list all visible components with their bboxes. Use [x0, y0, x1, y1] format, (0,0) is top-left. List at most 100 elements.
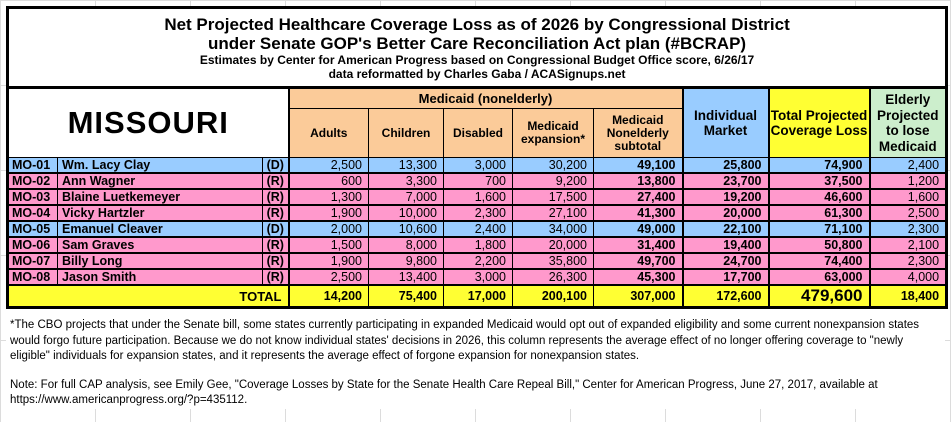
state-name: MISSOURI — [7, 87, 289, 158]
cell-representative-name: Jason Smith — [57, 268, 263, 286]
cell-expansion: 30,200 — [512, 157, 594, 174]
cell-expansion: 35,800 — [512, 252, 594, 270]
district-row-mo-03: MO-03 Blaine Luetkemeyer (R) 1,300 7,000… — [7, 188, 948, 206]
title-line-1: Net Projected Healthcare Coverage Loss a… — [164, 14, 790, 34]
cell-total-loss: 37,500 — [767, 172, 870, 190]
cell-party: (D) — [262, 157, 289, 174]
column-header-medicaid-expansion: Medicaid expansion* — [512, 108, 594, 158]
cell-expansion: 34,000 — [512, 220, 594, 238]
cell-district: MO-04 — [7, 204, 58, 222]
column-header-individual-market: Individual Market — [681, 87, 769, 158]
cell-expansion: 9,200 — [512, 172, 594, 190]
cell-children: 10,000 — [368, 204, 444, 222]
cell-children: 13,400 — [368, 268, 444, 286]
cell-disabled: 3,000 — [443, 157, 513, 174]
grand-total-coverage-loss: 479,600 — [767, 284, 870, 308]
cell-party: (R) — [262, 252, 289, 270]
column-header-disabled: Disabled — [443, 108, 513, 158]
cell-adults: 2,500 — [287, 268, 369, 286]
cell-adults: 2,000 — [287, 220, 369, 238]
column-header-total-projected-coverage-loss: Total Projected Coverage Loss — [767, 87, 870, 158]
spreadsheet-content: Net Projected Healthcare Coverage Loss a… — [6, 6, 949, 409]
cell-subtotal: 27,400 — [593, 188, 683, 206]
cell-subtotal: 13,800 — [593, 172, 683, 190]
cell-subtotal: 41,300 — [593, 204, 683, 222]
cell-party: (D) — [262, 220, 289, 238]
cell-elderly: 4,000 — [868, 268, 948, 286]
cell-expansion: 26,300 — [512, 268, 594, 286]
district-row-mo-07: MO-07 Billy Long (R) 1,900 9,800 2,200 3… — [7, 252, 948, 270]
cell-expansion: 20,000 — [512, 236, 594, 254]
cell-party: (R) — [262, 172, 289, 190]
cell-adults: 1,300 — [287, 188, 369, 206]
cell-disabled: 1,600 — [443, 188, 513, 206]
cell-disabled: 700 — [443, 172, 513, 190]
cell-elderly: 2,100 — [868, 236, 948, 254]
cell-total-loss: 46,600 — [767, 188, 870, 206]
cell-total-loss: 61,300 — [767, 204, 870, 222]
total-row: TOTAL 14,200 75,400 17,000 200,100 307,0… — [7, 284, 948, 308]
cell-individual-market: 25,800 — [681, 157, 769, 174]
cell-individual-market: 19,400 — [681, 236, 769, 254]
cell-district: MO-05 — [7, 220, 58, 238]
cell-total-loss: 74,900 — [767, 157, 870, 174]
cell-adults: 600 — [287, 172, 369, 190]
footnotes-section: *The CBO projects that under the Senate … — [6, 309, 945, 409]
column-header-elderly-projected: Elderly Projected to lose Medicaid — [868, 87, 948, 158]
district-row-mo-01: MO-01 Wm. Lacy Clay (D) 2,500 13,300 3,0… — [7, 157, 948, 174]
cell-elderly: 2,400 — [868, 157, 948, 174]
cell-district: MO-03 — [7, 188, 58, 206]
cell-children: 8,000 — [368, 236, 444, 254]
cell-party: (R) — [262, 188, 289, 206]
cell-adults: 1,900 — [287, 252, 369, 270]
cell-representative-name: Emanuel Cleaver — [57, 220, 263, 238]
cell-children: 7,000 — [368, 188, 444, 206]
total-expansion: 200,100 — [512, 284, 594, 308]
district-row-mo-05: MO-05 Emanuel Cleaver (D) 2,000 10,600 2… — [7, 220, 948, 238]
cell-total-loss: 71,100 — [767, 220, 870, 238]
cell-district: MO-01 — [7, 157, 58, 174]
cell-individual-market: 20,000 — [681, 204, 769, 222]
cell-disabled: 2,300 — [443, 204, 513, 222]
cell-party: (R) — [262, 236, 289, 254]
cell-district: MO-02 — [7, 172, 58, 190]
cell-district: MO-08 — [7, 268, 58, 286]
district-row-mo-06: MO-06 Sam Graves (R) 1,500 8,000 1,800 2… — [7, 236, 948, 254]
cell-individual-market: 24,700 — [681, 252, 769, 270]
cell-district: MO-06 — [7, 236, 58, 254]
column-group-medicaid-nonelderly: Medicaid (nonelderly) — [287, 87, 683, 109]
cell-individual-market: 23,700 — [681, 172, 769, 190]
total-disabled: 17,000 — [443, 284, 513, 308]
cell-elderly: 2,500 — [868, 204, 948, 222]
title-line-2: under Senate GOP's Better Care Reconcili… — [207, 33, 747, 53]
table-title: Net Projected Healthcare Coverage Loss a… — [6, 7, 948, 89]
total-elderly: 18,400 — [868, 284, 948, 308]
title-block: Net Projected Healthcare Coverage Loss a… — [6, 7, 948, 89]
total-adults: 14,200 — [287, 284, 369, 308]
cell-expansion: 17,500 — [512, 188, 594, 206]
cell-children: 9,800 — [368, 252, 444, 270]
district-row-mo-02: MO-02 Ann Wagner (R) 600 3,300 700 9,200… — [7, 172, 948, 190]
cell-subtotal: 31,400 — [593, 236, 683, 254]
cell-subtotal: 49,000 — [593, 220, 683, 238]
cell-party: (R) — [262, 204, 289, 222]
cell-representative-name: Blaine Luetkemeyer — [57, 188, 263, 206]
cell-children: 13,300 — [368, 157, 444, 174]
cell-elderly: 2,300 — [868, 220, 948, 238]
cell-disabled: 1,800 — [443, 236, 513, 254]
expansion-footnote: *The CBO projects that under the Senate … — [10, 319, 920, 362]
cell-elderly: 1,200 — [868, 172, 948, 190]
cell-district: MO-07 — [7, 252, 58, 270]
column-header-children: Children — [368, 108, 444, 158]
cell-representative-name: Sam Graves — [57, 236, 263, 254]
coverage-loss-table: Net Projected Healthcare Coverage Loss a… — [6, 6, 949, 309]
cell-subtotal: 49,100 — [593, 157, 683, 174]
district-row-mo-08: MO-08 Jason Smith (R) 2,500 13,400 3,000… — [7, 268, 948, 286]
column-header-adults: Adults — [287, 108, 369, 158]
cell-individual-market: 19,200 — [681, 188, 769, 206]
column-header-medicaid-nonelderly-subtotal: Medicaid Nonelderly subtotal — [593, 108, 683, 158]
cell-children: 3,300 — [368, 172, 444, 190]
cell-representative-name: Ann Wagner — [57, 172, 263, 190]
cell-elderly: 2,300 — [868, 252, 948, 270]
cell-expansion: 27,100 — [512, 204, 594, 222]
